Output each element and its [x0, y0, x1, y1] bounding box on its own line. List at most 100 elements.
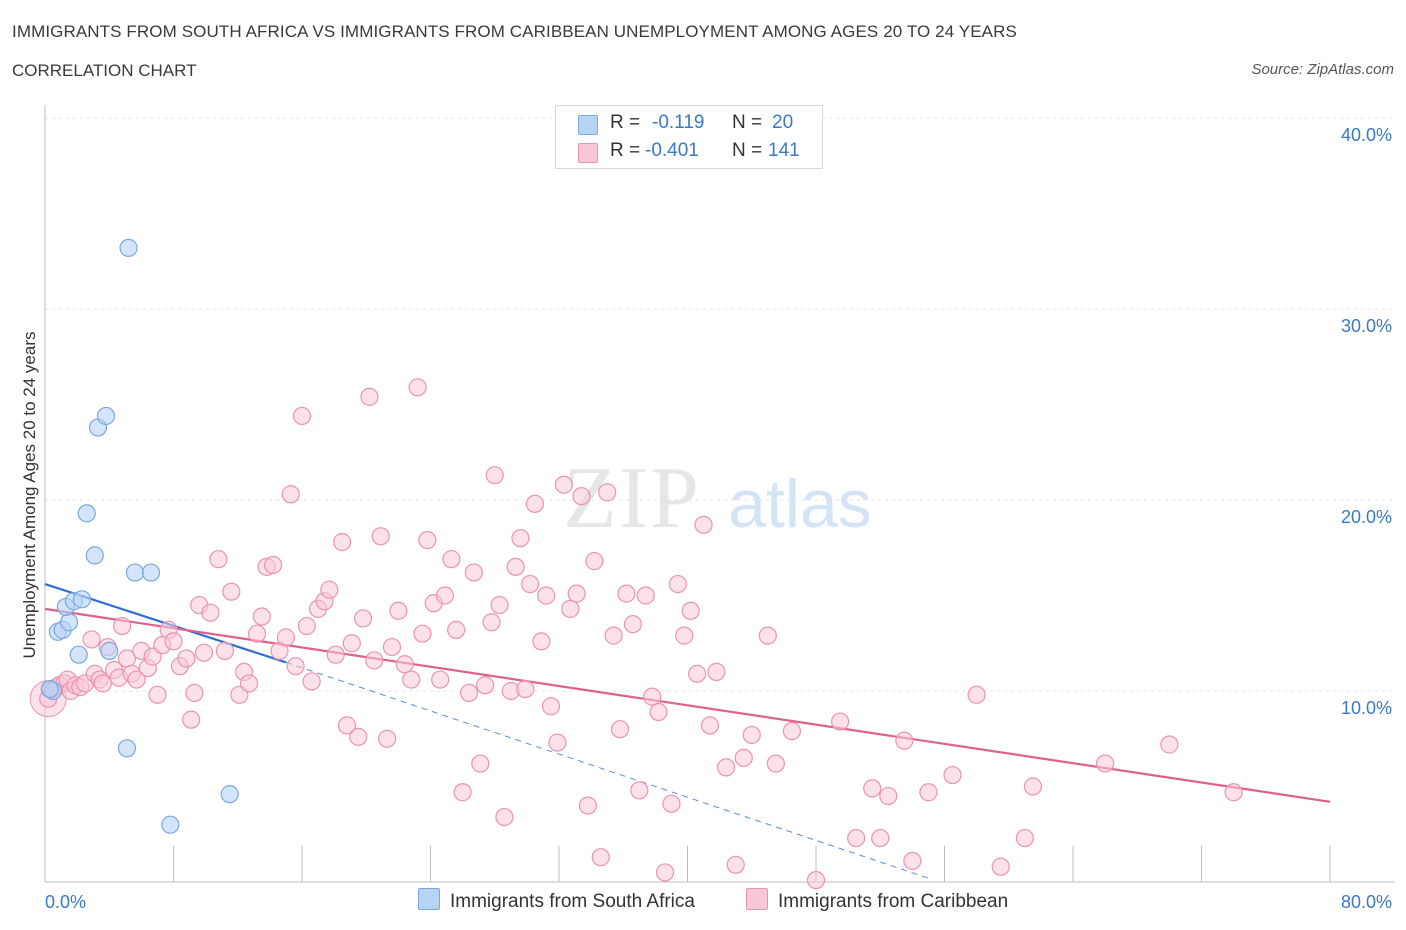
data-point-caribbean — [276, 628, 296, 647]
data-point-caribbean — [681, 601, 700, 620]
data-point-caribbean — [286, 657, 305, 676]
data-point-caribbean — [239, 674, 259, 693]
data-point-caribbean — [471, 754, 490, 773]
data-point-caribbean — [636, 586, 655, 605]
data-point-caribbean — [1096, 754, 1115, 773]
data-point-caribbean — [326, 645, 345, 664]
x-tick-label: 0.0% — [45, 892, 86, 912]
legend-swatch-pink — [578, 143, 598, 163]
data-point-caribbean — [222, 582, 241, 601]
data-point-caribbean — [302, 672, 321, 691]
data-point-caribbean — [871, 828, 890, 848]
data-point-caribbean — [442, 550, 461, 569]
y-tick-label: 20.0% — [1341, 507, 1392, 527]
data-point-caribbean — [297, 616, 316, 636]
legend-swatch-blue — [578, 115, 598, 135]
data-point-caribbean — [782, 722, 802, 741]
data-point-caribbean — [378, 729, 397, 748]
data-point-south-africa — [141, 563, 161, 582]
y-tick-label: 10.0% — [1341, 698, 1392, 718]
legend-r-value: -0.401 — [645, 140, 699, 161]
data-point-caribbean — [525, 494, 545, 513]
data-point-caribbean — [292, 406, 312, 426]
data-point-caribbean — [209, 550, 228, 569]
data-point-caribbean — [649, 702, 668, 722]
data-point-caribbean — [395, 655, 414, 674]
bottom-legend-swatch-pink — [746, 888, 768, 910]
correlation-legend: R = -0.119 N = 20 R = -0.401 N = 141 — [555, 105, 823, 169]
legend-r-value: -0.119 — [652, 112, 705, 133]
data-point-caribbean — [742, 725, 761, 745]
data-point-caribbean — [215, 641, 234, 660]
data-point-caribbean — [82, 630, 101, 649]
data-point-south-africa — [125, 563, 145, 582]
data-point-caribbean — [408, 378, 427, 397]
data-point-caribbean — [766, 754, 785, 773]
data-point-caribbean — [389, 601, 408, 620]
data-point-caribbean — [127, 670, 146, 689]
data-point-caribbean — [707, 662, 726, 682]
data-point-caribbean — [413, 624, 432, 643]
data-point-caribbean — [537, 586, 556, 605]
data-point-caribbean — [617, 584, 636, 603]
chart-title: IMMIGRANTS FROM SOUTH AFRICA VS IMMIGRAN… — [12, 22, 1017, 41]
bottom-legend-caribbean: Immigrants from Caribbean — [746, 888, 1008, 913]
data-point-south-africa — [59, 613, 79, 632]
legend-r-label: R = — [610, 112, 641, 133]
watermark-atlas: atlas — [728, 466, 872, 542]
data-point-caribbean — [847, 828, 866, 848]
data-point-caribbean — [382, 637, 402, 657]
data-point-caribbean — [943, 765, 962, 785]
data-point-caribbean — [726, 855, 745, 874]
bottom-legend-label: Immigrants from Caribbean — [778, 891, 1009, 912]
data-point-caribbean — [520, 574, 540, 594]
data-point-south-africa — [117, 739, 137, 758]
data-point-caribbean — [247, 624, 267, 643]
data-point-caribbean — [482, 613, 501, 632]
data-point-caribbean — [194, 643, 214, 662]
data-point-caribbean — [320, 580, 339, 599]
data-point-caribbean — [516, 679, 535, 699]
data-point-caribbean — [991, 857, 1010, 876]
data-point-caribbean — [185, 683, 204, 703]
data-point-caribbean — [418, 531, 437, 550]
bottom-legend-south-africa: Immigrants from South Africa — [418, 888, 695, 913]
y-tick-label: 30.0% — [1341, 316, 1392, 336]
legend-n-label: N = — [732, 112, 763, 133]
data-point-caribbean — [164, 632, 183, 651]
data-point-south-africa — [119, 238, 138, 257]
trend-line-south-africa-extension — [285, 661, 929, 879]
data-point-caribbean — [182, 710, 201, 729]
data-point-south-africa — [161, 815, 180, 834]
data-point-caribbean — [201, 603, 220, 622]
data-point-caribbean — [252, 607, 271, 626]
data-point-caribbean — [610, 720, 630, 739]
data-point-caribbean — [431, 670, 450, 689]
x-tick-label: 80.0% — [1341, 892, 1392, 912]
data-point-caribbean — [668, 574, 687, 594]
data-point-caribbean — [532, 632, 551, 651]
data-point-caribbean — [688, 664, 707, 683]
data-point-caribbean — [1160, 735, 1179, 754]
data-point-caribbean — [716, 758, 736, 777]
data-point-caribbean — [567, 584, 586, 603]
data-point-caribbean — [112, 616, 132, 636]
data-point-caribbean — [476, 676, 495, 695]
data-point-caribbean — [371, 527, 390, 546]
data-point-caribbean — [490, 595, 509, 615]
data-point-caribbean — [903, 851, 922, 871]
data-point-caribbean — [758, 626, 777, 645]
legend-n-label: N = — [732, 140, 763, 161]
data-point-south-africa — [69, 645, 88, 664]
data-point-caribbean — [879, 786, 898, 806]
data-point-caribbean — [623, 615, 642, 634]
data-point-caribbean — [643, 687, 662, 706]
data-point-caribbean — [281, 485, 300, 504]
legend-n-value: 20 — [772, 112, 794, 133]
data-point-caribbean — [353, 609, 373, 628]
data-point-caribbean — [333, 532, 352, 552]
data-point-caribbean — [435, 586, 455, 605]
data-point-caribbean — [1015, 828, 1034, 848]
data-point-caribbean — [453, 783, 472, 802]
data-point-caribbean — [263, 555, 283, 575]
